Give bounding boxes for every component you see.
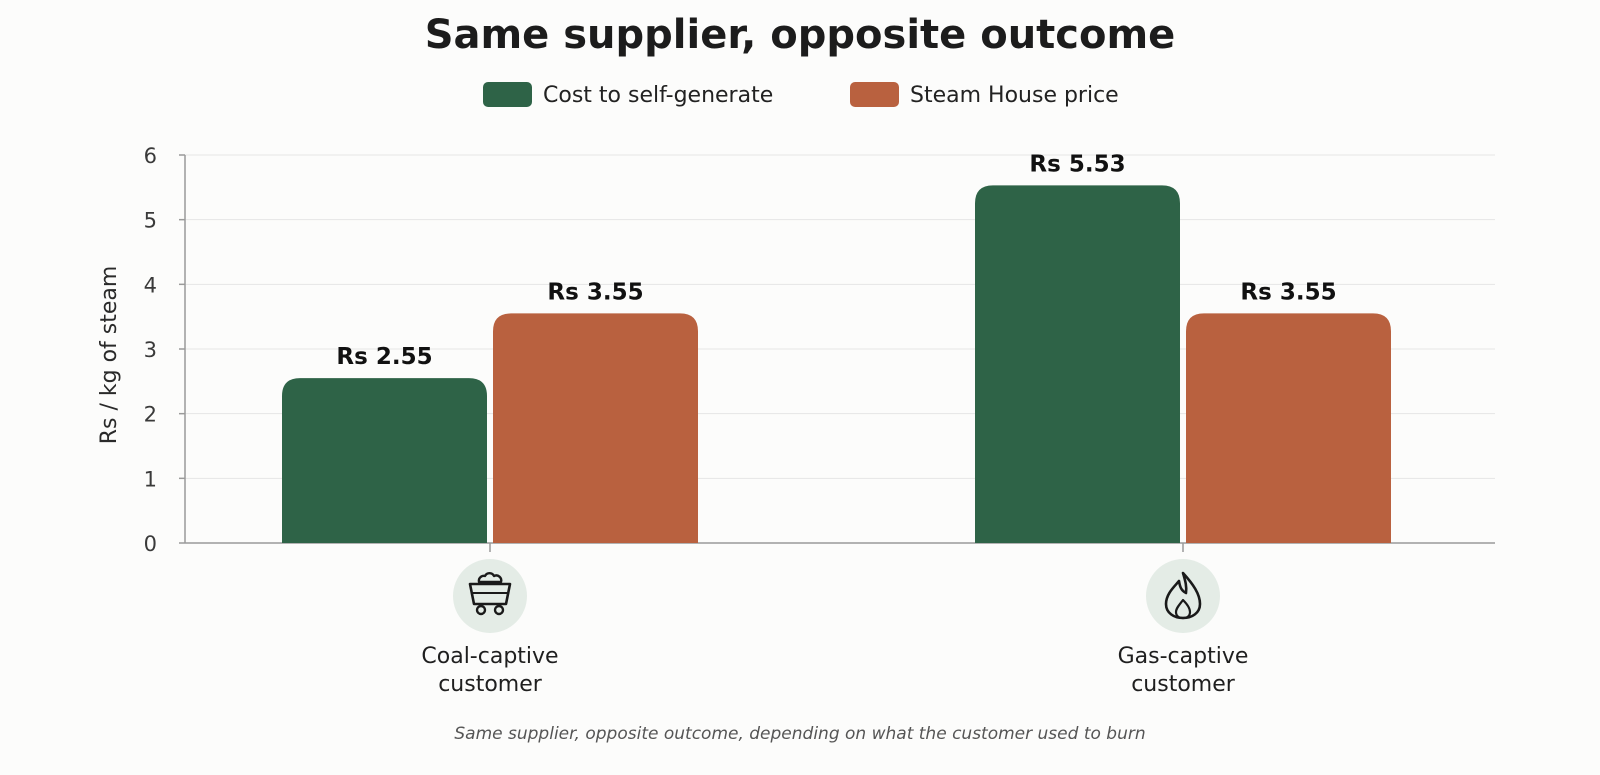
y-tick-label: 6 <box>144 144 157 168</box>
data-label-cost-1: Rs 5.53 <box>1029 151 1125 177</box>
flame-icon <box>1146 559 1220 633</box>
category-label-gas-line1: Gas-captive <box>1118 644 1249 669</box>
data-label-cost-0: Rs 2.55 <box>336 344 432 370</box>
chart-title: Same supplier, opposite outcome <box>425 12 1176 58</box>
category-label-coal-line1: Coal-captive <box>421 644 558 669</box>
category-label-coal-line2: customer <box>438 672 543 697</box>
y-tick-label: 5 <box>144 209 157 233</box>
legend: Cost to self-generate Steam House price <box>483 82 1119 108</box>
y-axis-label: Rs / kg of steam <box>97 266 122 445</box>
legend-swatch-price <box>850 82 899 107</box>
category-labels: Coal-captive customer Gas-captive custom… <box>421 644 1248 697</box>
legend-label-cost: Cost to self-generate <box>543 83 773 108</box>
y-tick-label: 1 <box>144 467 157 491</box>
y-tick-label: 3 <box>144 338 157 362</box>
y-tick-label: 0 <box>144 532 157 556</box>
bars <box>282 185 1391 544</box>
chart-footnote: Same supplier, opposite outcome, dependi… <box>454 724 1145 744</box>
bar-price-1 <box>1186 313 1391 543</box>
bar-cost-0 <box>282 378 487 543</box>
bar-cost-1 <box>975 185 1180 544</box>
data-label-price-0: Rs 3.55 <box>547 279 643 305</box>
data-label-price-1: Rs 3.55 <box>1240 279 1336 305</box>
bar-price-0 <box>493 313 698 543</box>
y-tick-label: 2 <box>144 403 157 427</box>
legend-swatch-cost <box>483 82 532 107</box>
data-labels: Rs 2.55 Rs 3.55 Rs 5.53 Rs 3.55 <box>336 151 1336 370</box>
y-tick-label: 4 <box>144 273 157 297</box>
category-label-gas-line2: customer <box>1131 672 1236 697</box>
legend-label-price: Steam House price <box>910 83 1119 108</box>
coal-cart-icon <box>453 559 527 633</box>
